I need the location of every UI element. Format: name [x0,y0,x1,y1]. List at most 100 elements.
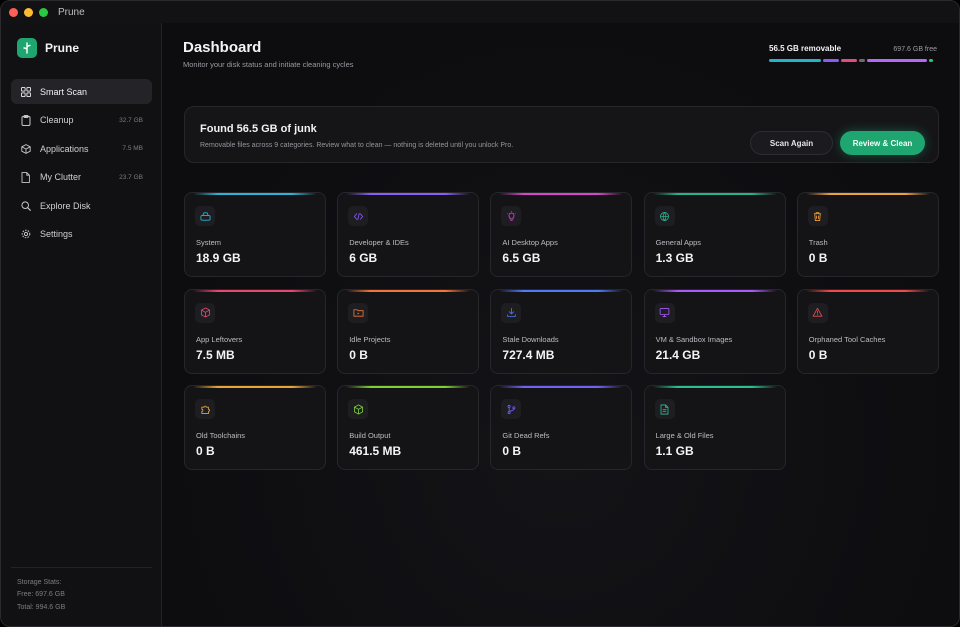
card-accent-line [346,289,471,292]
file-icon [20,171,31,183]
download-icon [501,302,522,323]
category-label: Build Output [349,431,391,440]
category-size: 7.5 MB [196,347,235,362]
trash-icon [807,206,828,226]
title-bar: Prune [1,1,959,23]
sidebar-item-size: 7.5 MB [122,145,143,152]
category-card[interactable]: Trash 0 B [796,192,939,277]
sidebar-item-cleanup[interactable]: Cleanup 32.7 GB [11,108,152,133]
category-label: Developer & IDEs [349,238,409,247]
category-size: 1.3 GB [655,251,694,265]
clipboard-icon [20,114,31,126]
card-accent-line [805,193,930,195]
category-size: 6 GB [349,251,378,265]
sidebar-item-smart-scan[interactable]: Smart Scan [11,79,152,104]
scan-summary-card: Found 56.5 GB of junk Removable files ac… [184,106,939,163]
card-accent-line [346,386,471,388]
category-size: 0 B [196,444,215,458]
sidebar-item-applications[interactable]: Applications 7.5 MB [11,136,152,161]
category-card[interactable]: General Apps 1.3 GB [643,192,786,277]
close-window-button[interactable] [9,7,18,17]
cube-icon [20,143,31,154]
category-card[interactable]: AI Desktop Apps 6.5 GB [490,192,633,277]
scan-again-button[interactable]: Scan Again [750,131,833,155]
category-card[interactable]: Build Output 461.5 MB [337,385,480,470]
category-card[interactable]: App Leftovers 7.5 MB [184,288,326,374]
monitor-icon [654,302,675,323]
sidebar-item-settings[interactable]: Settings [11,222,152,247]
disk-segment [823,59,839,62]
category-size: 0 B [502,444,522,458]
sidebar-item-size: 32.7 GB [119,116,143,124]
category-card[interactable]: Old Toolchains 0 B [184,385,326,470]
storage-total: Total: 994.6 GB [17,603,66,611]
category-label: AI Desktop Apps [502,238,558,247]
disk-segment [769,59,821,62]
sidebar-item-label: Smart Scan [40,86,88,97]
page-subtitle: Monitor your disk status and initiate cl… [183,60,354,69]
category-card[interactable]: Large & Old Files 1.1 GB [643,385,786,470]
minimize-window-button[interactable] [24,7,33,17]
warning-icon [807,302,828,323]
category-label: Large & Old Files [655,431,714,440]
sidebar-nav: Smart Scan Cleanup 32.7 GB Applications … [11,79,152,250]
prune-logo-icon [17,38,37,58]
category-size: 21.4 GB [655,347,701,362]
category-label: Git Dead Refs [502,431,550,440]
free-space: 697.6 GB free [893,46,937,53]
card-accent-line [499,193,624,195]
category-size: 6.5 GB [502,251,541,265]
git-branch-icon [501,399,522,419]
review-clean-button[interactable]: Review & Clean [840,131,925,155]
card-accent-line [193,193,317,195]
sidebar-item-label: Explore Disk [40,200,91,211]
brand-name: Prune [45,41,80,55]
card-accent-line [499,386,624,388]
sidebar-item-my-clutter[interactable]: My Clutter 23.7 GB [11,165,152,190]
zoom-window-button[interactable] [39,7,48,17]
sidebar-item-label: Settings [40,229,73,239]
category-card[interactable]: System 18.9 GB [184,192,326,277]
code-icon [348,206,369,226]
card-accent-line [193,289,317,292]
category-card[interactable]: VM & Sandbox Images 21.4 GB [643,288,786,374]
summary-heading: Found 56.5 GB of junk [200,123,317,135]
grid-icon [20,86,31,97]
removable-size: 56.5 GB removable [769,44,842,53]
document-icon [654,399,675,419]
storage-free: Free: 697.6 GB [17,591,65,598]
category-label: Trash [808,238,828,247]
category-label: General Apps [655,238,702,247]
sidebar-item-size: 23.7 GB [119,173,143,181]
category-size: 0 B [349,347,368,362]
sidebar-item-label: Cleanup [40,115,74,125]
disk-segment [859,59,865,62]
sidebar-item-label: Applications [40,143,89,154]
sidebar-item-label: My Clutter [40,172,82,182]
storage-stats: Storage Stats: Free: 697.6 GB Total: 994… [17,577,65,615]
category-card[interactable]: Developer & IDEs 6 GB [337,192,480,277]
disk-segments [769,59,937,62]
disk-segment [841,59,857,62]
category-card[interactable]: Git Dead Refs 0 B [490,385,633,470]
card-accent-line [499,289,624,292]
card-accent-line [652,193,777,195]
storage-heading: Storage Stats: [17,578,62,586]
category-label: Stale Downloads [502,334,559,344]
card-accent-line [805,289,930,292]
category-label: System [196,238,222,247]
search-icon [20,200,31,211]
sidebar-item-explore-disk[interactable]: Explore Disk [11,193,152,218]
disk-segment [867,59,927,62]
category-card[interactable]: Stale Downloads 727.4 MB [490,288,633,374]
category-card[interactable]: Idle Projects 0 B [337,288,480,374]
main-content: Dashboard Monitor your disk status and i… [163,23,959,626]
category-card[interactable]: Orphaned Tool Caches 0 B [796,288,939,374]
folder-icon [348,302,369,323]
puzzle-icon [195,399,215,419]
summary-description: Removable files across 9 categories. Rev… [200,142,514,149]
disk-segment [929,59,933,62]
category-label: VM & Sandbox Images [655,334,733,344]
category-size: 0 B [808,347,828,362]
card-accent-line [346,193,471,195]
